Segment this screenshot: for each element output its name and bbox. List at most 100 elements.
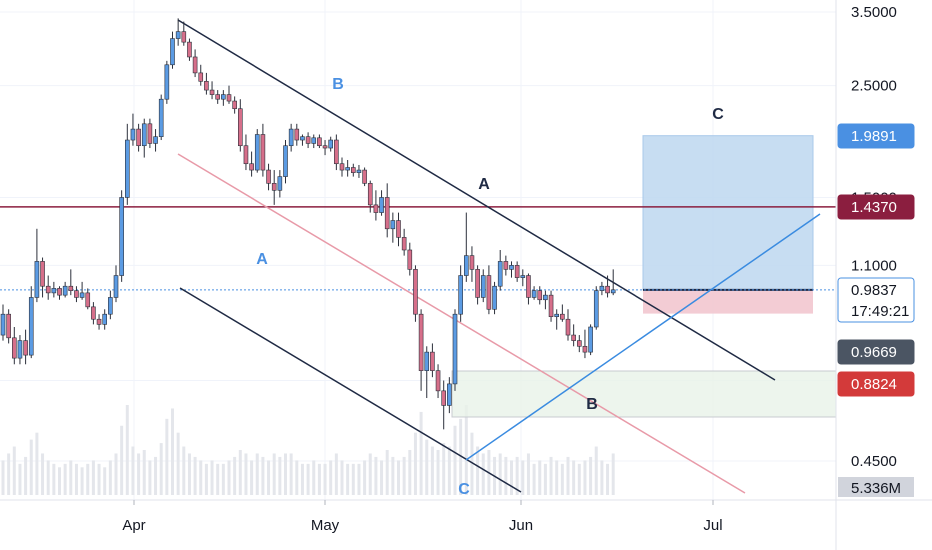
volume-bar	[52, 463, 56, 495]
candle-body	[243, 145, 249, 165]
volume-bar	[346, 463, 350, 495]
volume-bar	[7, 453, 11, 495]
volume-bar	[419, 411, 423, 495]
wave-label: C	[712, 106, 724, 123]
candle-body	[497, 261, 503, 287]
candle-body	[317, 137, 322, 147]
volume-bar	[91, 460, 95, 495]
volume-bar	[363, 460, 367, 495]
volume-bar	[453, 425, 457, 495]
volume-bar	[148, 460, 152, 495]
candle-body	[260, 134, 266, 171]
candle-body	[514, 265, 520, 278]
time-axis[interactable]: Apr May Jun Jul	[122, 500, 723, 534]
volume-bar	[572, 460, 576, 495]
target-zone	[642, 135, 814, 291]
volume-bar	[464, 405, 468, 495]
candle-body	[305, 136, 311, 144]
volume-bar	[380, 460, 384, 495]
candle-body	[554, 313, 560, 317]
volume-bar	[447, 446, 451, 495]
candle-body	[51, 288, 57, 294]
candle-body	[311, 137, 317, 144]
volume-bar	[114, 453, 118, 495]
volume-bar	[267, 460, 271, 495]
candle-body	[407, 249, 413, 270]
volume-bar	[606, 463, 610, 495]
volume-bar	[577, 463, 581, 495]
volume-bar	[159, 443, 163, 495]
volume-bar	[611, 453, 615, 495]
candle-body	[509, 265, 514, 270]
volume-bar	[515, 456, 519, 495]
volume-bar	[385, 450, 389, 495]
volume-bar	[425, 439, 429, 495]
volume-bar	[244, 453, 248, 495]
candle-body	[560, 313, 565, 320]
volume-bar	[210, 460, 214, 495]
candle-body	[599, 285, 605, 291]
candle-body	[362, 169, 367, 184]
candle-body	[102, 313, 107, 325]
candlesticks	[0, 18, 616, 430]
candle-body	[447, 383, 452, 406]
candle-body	[136, 128, 141, 147]
candle-body	[480, 275, 486, 298]
price-badge-value: 1.4370	[851, 199, 897, 216]
volume-bar	[199, 460, 203, 495]
volume-bar	[402, 456, 406, 495]
candle-body	[209, 89, 215, 95]
volume-bar	[470, 432, 474, 495]
channel-mid-line	[177, 153, 746, 494]
candle-body	[147, 123, 153, 144]
candle-body	[548, 294, 554, 317]
volume-bar	[498, 453, 502, 495]
candle-body	[12, 337, 17, 359]
channel-lower-line	[179, 287, 522, 493]
candle-body	[367, 183, 373, 206]
volume-bar	[351, 463, 355, 495]
candle-body	[526, 275, 531, 298]
volume-bar	[171, 408, 174, 495]
candle-body	[593, 290, 599, 328]
candle-body	[418, 313, 424, 371]
volume-bar	[193, 456, 197, 495]
volume-bar	[600, 460, 604, 495]
candle-body	[28, 297, 34, 356]
volume-bar	[35, 432, 39, 495]
candle-body	[226, 94, 232, 102]
candle-body	[130, 128, 136, 141]
price-badge-value: 1.9891	[851, 128, 897, 145]
candle-body	[328, 139, 334, 149]
price-badge	[837, 123, 915, 149]
time-tick-label: Apr	[122, 517, 145, 534]
wave-label: A	[256, 251, 268, 268]
candle-body	[153, 136, 158, 144]
candle-body	[571, 334, 576, 341]
candle-body	[158, 98, 164, 137]
candle-body	[6, 313, 11, 339]
time-tick-label: May	[311, 517, 340, 534]
price-tick-label: 3.5000	[851, 4, 897, 21]
volume-bar	[108, 460, 112, 495]
volume-bar	[430, 446, 434, 495]
candle-body	[322, 145, 328, 149]
volume-bar	[510, 460, 513, 495]
volume-bar	[187, 453, 191, 495]
price-tick-label: 0.4500	[851, 453, 897, 470]
candle-body	[531, 290, 537, 298]
candle-body	[373, 204, 379, 213]
trend-drawings	[0, 19, 836, 494]
candle-body	[350, 167, 356, 173]
candle-body	[277, 176, 283, 191]
price-tick-label: 2.5000	[851, 78, 897, 95]
volume-bar	[131, 446, 135, 495]
bar-countdown: 17:49:21	[851, 303, 909, 320]
volume-bar	[1, 460, 5, 495]
price-badge-value: 0.9669	[851, 344, 897, 361]
candle-body	[503, 261, 509, 270]
candle-body	[125, 139, 130, 198]
price-tick-label: 1.1000	[851, 257, 897, 274]
